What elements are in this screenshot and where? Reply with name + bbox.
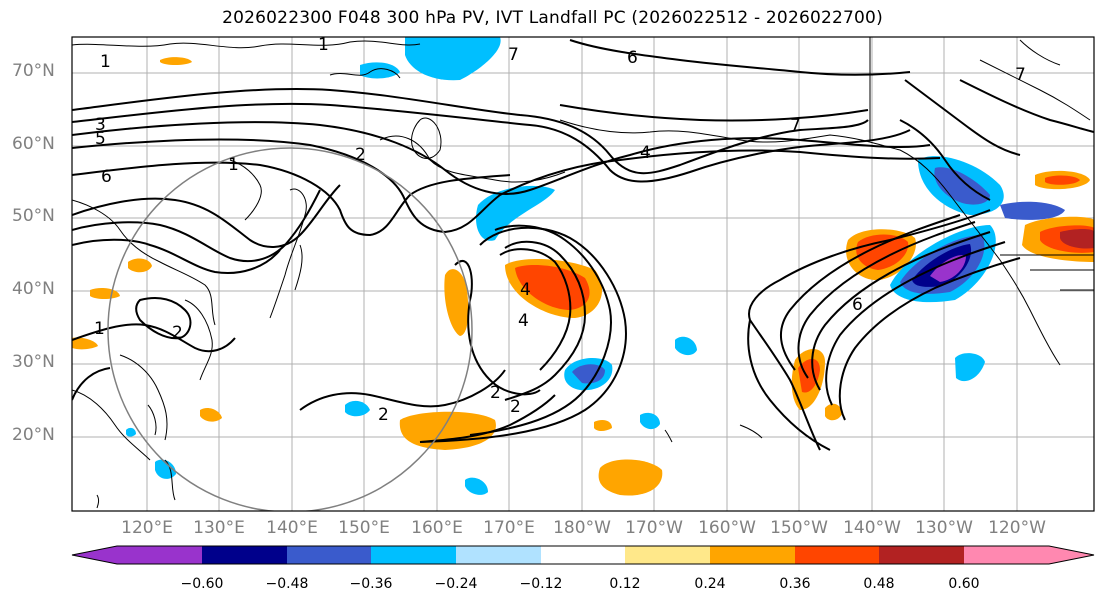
- contour-label: 4: [640, 143, 651, 163]
- radius-circle: [107, 147, 473, 511]
- colorbar-bin: [710, 546, 795, 564]
- contour-label: 5: [95, 129, 106, 149]
- contour-label: 6: [627, 48, 638, 68]
- contour-label: 2: [172, 323, 183, 343]
- colorbar-tick-label: 0.24: [694, 576, 726, 592]
- colorbar-extend-low: [72, 546, 117, 564]
- lon-label: 170°E: [483, 518, 535, 538]
- colorbar-bin: [287, 546, 371, 564]
- contour-label: 1: [94, 319, 105, 339]
- contour-label: 2: [490, 383, 501, 403]
- lon-label: 140°E: [266, 518, 318, 538]
- lat-label: 50°N: [12, 206, 55, 226]
- ivt-shading: [72, 37, 1094, 496]
- lon-label: 160°W: [698, 518, 756, 538]
- contour-label: 1: [100, 52, 111, 72]
- lat-label: 30°N: [12, 352, 55, 372]
- lon-label: 170°W: [625, 518, 683, 538]
- colorbar-bin: [371, 546, 456, 564]
- colorbar-tick-label: 0.36: [779, 576, 811, 592]
- contour-label: 2: [355, 145, 366, 165]
- colorbar-outline: [71, 545, 1095, 565]
- colorbar-tick-label: −0.24: [434, 576, 478, 592]
- lon-label: 140°W: [843, 518, 901, 538]
- colorbar-tick-label: −0.48: [265, 576, 309, 592]
- contour-label: 1: [228, 155, 239, 175]
- colorbar-tick-label: −0.36: [349, 576, 393, 592]
- colorbar-bin: [202, 546, 287, 564]
- lon-label: 120°W: [988, 518, 1046, 538]
- contour-label: 6: [852, 295, 863, 315]
- lon-label: 130°E: [193, 518, 245, 538]
- contour-label: 4: [520, 280, 531, 300]
- colorbar-bin: [795, 546, 879, 564]
- colorbar-tick-label: −0.12: [519, 576, 563, 592]
- lon-label: 150°E: [338, 518, 390, 538]
- lon-label: 180°W: [553, 518, 611, 538]
- colorbar-tick-label: 0.12: [609, 576, 641, 592]
- lon-label: 130°W: [915, 518, 973, 538]
- contour-label: 7: [790, 116, 801, 136]
- lon-label: 160°E: [411, 518, 463, 538]
- colorbar-bin: [117, 546, 202, 564]
- colorbar-tick-label: 0.48: [863, 576, 895, 592]
- colorbar-extend-high: [1049, 546, 1094, 564]
- graticule: [72, 37, 1094, 511]
- contour-label: 3: [95, 115, 106, 135]
- colorbar-bin: [964, 546, 1049, 564]
- colorbar-tick-label: 0.60: [948, 576, 980, 592]
- colorbar-bin: [456, 546, 541, 564]
- lat-label: 60°N: [12, 134, 55, 154]
- colorbar-tick-label: −0.60: [180, 576, 224, 592]
- contour-label: 7: [508, 45, 519, 65]
- contour-label-group: 1 1 1 1 2 2 2 2 3 4 4 4 5 6 6 6 7 7 7 2: [94, 35, 1026, 425]
- lat-label: 20°N: [12, 425, 55, 445]
- lon-label: 150°W: [770, 518, 828, 538]
- contour-label: 1: [318, 35, 329, 55]
- pv-contours: [72, 39, 1094, 451]
- colorbar-bin: [541, 546, 625, 564]
- contour-label: 2: [378, 405, 389, 425]
- contour-label: 4: [518, 311, 529, 331]
- colorbar-bin: [625, 546, 710, 564]
- contour-label: 2: [510, 397, 521, 417]
- map-frame: [71, 36, 1095, 512]
- map-title: 2026022300 F048 300 hPa PV, IVT Landfall…: [222, 8, 883, 28]
- lon-label: 120°E: [121, 518, 173, 538]
- lat-label: 40°N: [12, 279, 55, 299]
- lat-label: 70°N: [12, 61, 55, 81]
- colorbar: [71, 545, 1095, 565]
- colorbar-bin: [879, 546, 964, 564]
- contour-label: 6: [101, 167, 112, 187]
- contour-label: 7: [1015, 65, 1026, 85]
